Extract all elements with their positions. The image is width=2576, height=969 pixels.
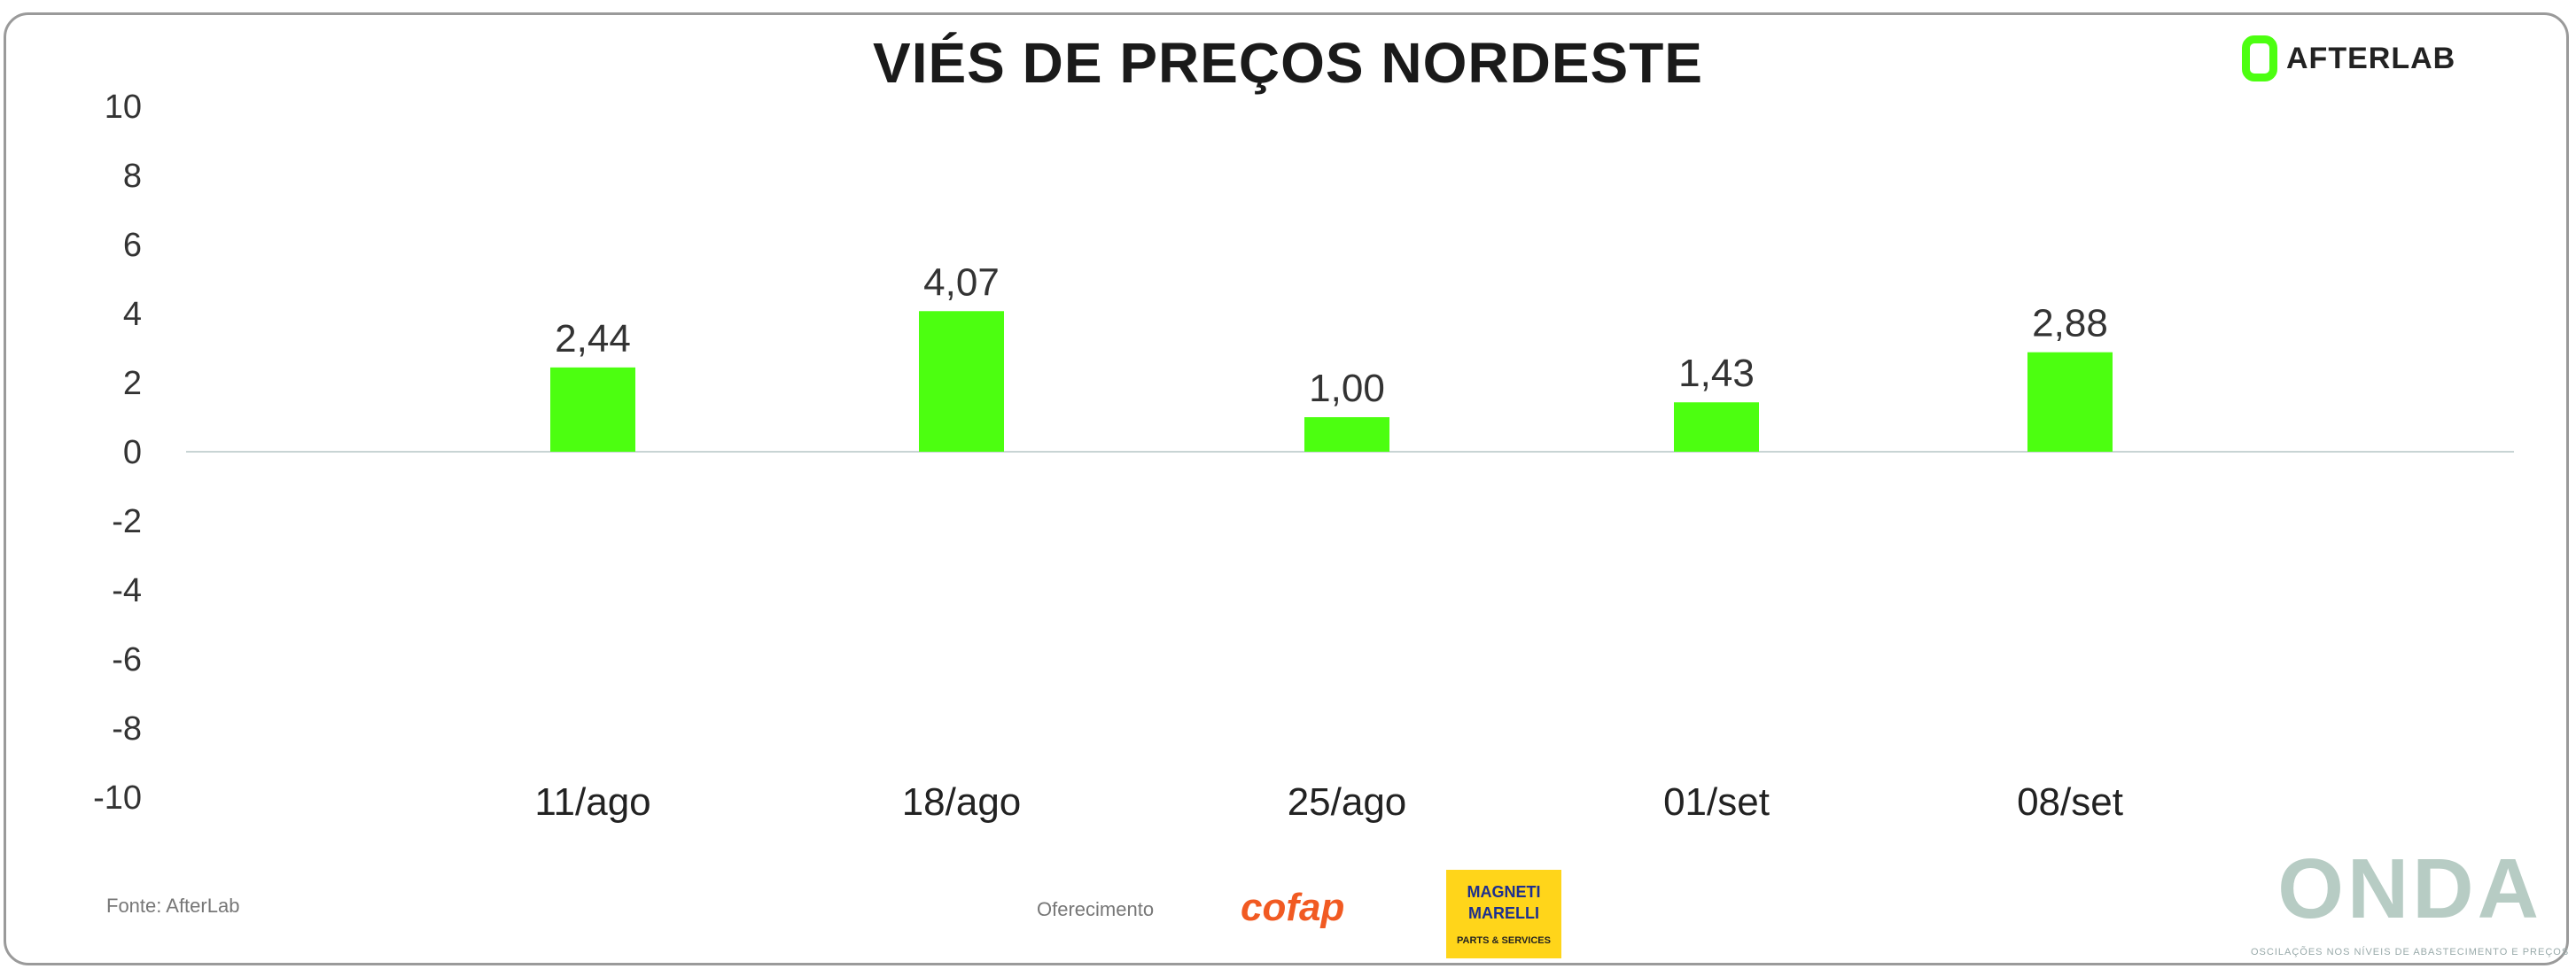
sponsor-label: Oferecimento: [1037, 898, 1155, 920]
data-label: 4,07: [923, 260, 1000, 304]
magneti-marelli-logo: MAGNETI MARELLI PARTS & SERVICES: [1446, 870, 1561, 958]
y-tick-label: -2: [112, 503, 142, 540]
onda-logo: ONDA OSCILAÇÕES NOS NÍVEIS DE ABASTECIME…: [2251, 838, 2569, 958]
afterlab-logo-icon: [2242, 35, 2277, 81]
marelli-name: MAGNETI MARELLI: [1467, 883, 1541, 922]
x-tick-label: 25/ago: [1288, 780, 1407, 824]
x-tick-label: 18/ago: [902, 780, 1022, 824]
data-label: 2,88: [2032, 302, 2108, 345]
x-tick-label: 01/set: [1663, 780, 1770, 824]
chart-frame: [4, 12, 2569, 965]
x-tick-label: 08/set: [2017, 780, 2123, 824]
y-tick-label: 2: [123, 365, 142, 402]
bar: [919, 311, 1004, 452]
y-tick-label: 8: [123, 158, 142, 195]
bar: [1674, 402, 1759, 452]
y-tick-label: -4: [112, 572, 142, 609]
y-tick-label: -8: [112, 710, 142, 748]
afterlab-logo-text: AFTERLAB: [2286, 41, 2456, 75]
y-tick-label: -10: [93, 779, 142, 817]
onda-word: ONDA: [2277, 841, 2542, 936]
y-tick-label: -6: [112, 641, 142, 678]
source-note: Fonte: AfterLab: [106, 895, 240, 917]
onda-subtitle: OSCILAÇÕES NOS NÍVEIS DE ABASTECIMENTO E…: [2251, 947, 2570, 957]
bar: [2027, 352, 2113, 452]
bar: [550, 367, 635, 452]
chart-title: VIÉS DE PREÇOS NORDESTE: [873, 31, 1703, 95]
bar: [1304, 417, 1389, 452]
y-tick-label: 6: [123, 227, 142, 264]
y-tick-label: 0: [123, 434, 142, 471]
cofap-logo: cofap: [1241, 886, 1345, 929]
y-tick-label: 4: [123, 296, 142, 333]
x-tick-label: 11/ago: [534, 780, 650, 824]
marelli-sub: PARTS & SERVICES: [1457, 935, 1551, 946]
afterlab-logo: AFTERLAB: [2242, 35, 2455, 81]
data-label: 1,00: [1309, 367, 1385, 410]
y-tick-label: 10: [105, 89, 142, 126]
data-label: 2,44: [555, 317, 631, 360]
data-label: 1,43: [1678, 352, 1755, 395]
